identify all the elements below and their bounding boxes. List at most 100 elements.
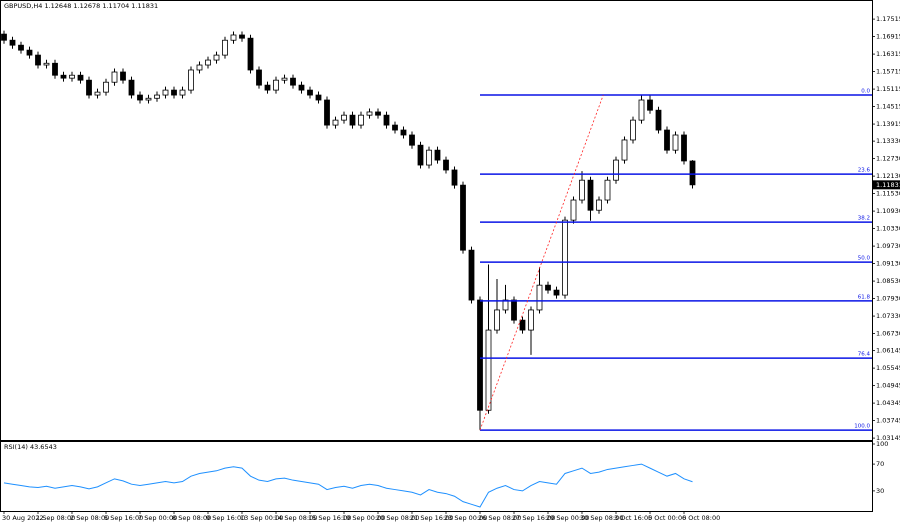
- candle-body: [647, 99, 653, 111]
- candle-body: [324, 99, 330, 126]
- candle-body: [332, 119, 339, 126]
- candle-body: [570, 199, 577, 221]
- y-tick-label: 1.15115: [876, 85, 900, 93]
- candle-body: [154, 94, 160, 99]
- x-tick-label: 15 Sep 16:00: [308, 514, 351, 522]
- candle-body: [596, 199, 602, 211]
- x-tick-label: 13 Sep 00:00: [240, 514, 283, 522]
- y-tick-label: 1.09130: [876, 260, 900, 268]
- candle-body: [519, 319, 526, 331]
- candle-body: [613, 159, 619, 181]
- candle-body: [621, 139, 628, 161]
- fib-trendline: [479, 94, 604, 431]
- candle-body: [162, 89, 169, 96]
- candle-body: [1, 33, 7, 41]
- candle-body: [179, 89, 186, 96]
- candle-body: [94, 91, 101, 96]
- candle-body: [562, 219, 568, 296]
- rsi-panel: [0, 441, 873, 512]
- x-tick-label: 5 Sep 16:00: [104, 514, 143, 522]
- candle-body: [9, 39, 16, 46]
- candle-body: [681, 134, 687, 162]
- candle-body: [205, 59, 211, 66]
- candle-body: [494, 309, 500, 331]
- y-tick-label: 1.07930: [876, 295, 900, 303]
- x-tick-label: 29 Sep 00:00: [546, 514, 589, 522]
- candle-body: [77, 74, 84, 81]
- x-tick-label: 6 Oct 08:00: [682, 514, 720, 522]
- candle-body: [128, 79, 135, 96]
- y-tick-label: 1.16315: [876, 50, 900, 58]
- candle-body: [315, 94, 322, 101]
- x-tick-label: 14 Sep 08:00: [274, 514, 317, 522]
- candle-body: [341, 114, 347, 121]
- candle-body: [69, 74, 75, 79]
- chart-title: GBPUSD,H4 1.12648 1.12678 1.11704 1.1183…: [4, 2, 158, 10]
- y-tick-label: 30: [876, 487, 884, 495]
- candle-body: [553, 289, 560, 296]
- candle-body: [392, 124, 398, 131]
- x-tick-label: 7 Sep 00:00: [138, 514, 177, 522]
- candle-body: [43, 62, 50, 66]
- candle-body: [298, 84, 305, 91]
- y-tick-label: 1.06145: [876, 347, 900, 355]
- candle-body: [171, 89, 177, 96]
- candle-body: [579, 179, 585, 201]
- candle-body: [290, 77, 296, 86]
- x-tick-label: 3 Oct 16:00: [614, 514, 652, 522]
- y-tick-label: 1.13915: [876, 120, 900, 128]
- rsi-line: [3, 463, 693, 508]
- candle-body: [451, 169, 458, 186]
- candle-body: [111, 71, 118, 83]
- candle-body: [545, 284, 551, 291]
- x-tick-label: 8 Sep 08:00: [172, 514, 211, 522]
- candle-body: [689, 160, 696, 186]
- candle-body: [60, 74, 67, 79]
- y-tick-label: 1.12130: [876, 172, 900, 180]
- candle-body: [196, 64, 203, 71]
- y-tick-label: 1.03745: [876, 417, 900, 425]
- candle-body: [120, 71, 126, 81]
- y-tick-label: 1.05545: [876, 364, 900, 372]
- x-tick-label: 9 Sep 16:00: [206, 514, 245, 522]
- x-tick-label: 20 Sep 08:00: [376, 514, 419, 522]
- x-tick-label: 2 Sep 08:00: [70, 514, 109, 522]
- candle-body: [664, 129, 670, 151]
- candle-body: [502, 299, 509, 311]
- candle-body: [18, 44, 24, 51]
- candle-body: [604, 179, 611, 201]
- fib-label: 76.4: [858, 352, 871, 358]
- y-tick-label: 1.07330: [876, 312, 900, 320]
- y-tick-label: 1.10330: [876, 225, 900, 233]
- y-tick-label: 1.06730: [876, 330, 900, 338]
- y-tick-label: 100: [876, 440, 888, 448]
- candle-body: [145, 97, 152, 101]
- fib-label: 23.6: [858, 168, 871, 174]
- candle-body: [103, 81, 109, 93]
- candle-body: [264, 84, 271, 91]
- candle-body: [273, 79, 279, 91]
- y-tick-label: 1.17515: [876, 15, 900, 23]
- x-tick-label: 5 Oct 00:00: [648, 514, 686, 522]
- x-tick-label: 21 Sep 16:00: [410, 514, 453, 522]
- candle-body: [511, 299, 517, 321]
- y-tick-label: 1.13330: [876, 137, 900, 145]
- candle-body: [400, 129, 407, 136]
- main-panel: [0, 0, 873, 441]
- y-tick-label: 70: [876, 460, 884, 468]
- fib-label: 50.0: [858, 256, 871, 262]
- candle-body: [672, 134, 679, 151]
- candle-body: [213, 54, 220, 61]
- fib-label: 100.0: [854, 424, 870, 430]
- candle-body: [630, 119, 636, 141]
- x-tick-label: 23 Sep 00:00: [444, 514, 487, 522]
- x-tick-label: 27 Sep 16:00: [512, 514, 555, 522]
- y-tick-label: 1.09730: [876, 242, 900, 250]
- candle-body: [528, 309, 534, 331]
- candle-body: [443, 159, 449, 171]
- y-tick-label: 1.08530: [876, 277, 900, 285]
- candle-body: [409, 134, 415, 146]
- candle-body: [375, 111, 381, 116]
- candle-body: [256, 69, 262, 86]
- last-price-label: 1.11831: [876, 181, 900, 189]
